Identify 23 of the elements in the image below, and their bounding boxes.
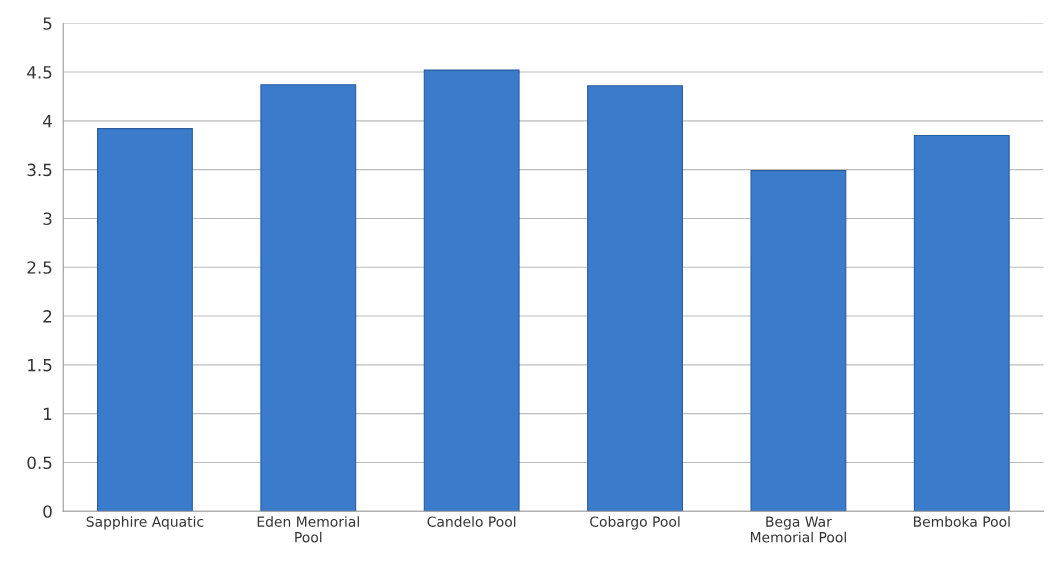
y-tick-label: 0.5: [27, 456, 52, 470]
bar: [913, 134, 1010, 512]
x-tick-label: Cobargo Pool: [590, 516, 680, 530]
y-tick-label: 4.5: [27, 66, 52, 79]
x-tick-label: Bega War Memorial Pool: [750, 516, 846, 543]
y-tick-label: 1.5: [28, 359, 52, 372]
y-tick-label: 0: [43, 505, 52, 518]
bar: [423, 69, 520, 512]
x-tick-label: Sapphire Aquatic: [86, 516, 204, 530]
y-tick-label: 1: [44, 407, 52, 420]
x-tick-label: Bemboka Pool: [913, 516, 1010, 527]
y-tick-label: 3: [43, 212, 52, 226]
bar: [750, 170, 847, 512]
x-tick-label: Candelo Pool: [427, 516, 516, 527]
bar: [587, 85, 683, 512]
y-tick-label: 4: [43, 115, 52, 128]
bar: [96, 128, 193, 512]
bar: [260, 84, 357, 512]
x-tick-label: Eden Memorial Pool: [257, 516, 359, 543]
y-tick-label: 2.5: [27, 261, 52, 274]
y-tick-label: 2: [43, 310, 52, 323]
y-tick-label: 3.5: [27, 163, 52, 177]
y-tick-label: 5: [43, 17, 52, 30]
